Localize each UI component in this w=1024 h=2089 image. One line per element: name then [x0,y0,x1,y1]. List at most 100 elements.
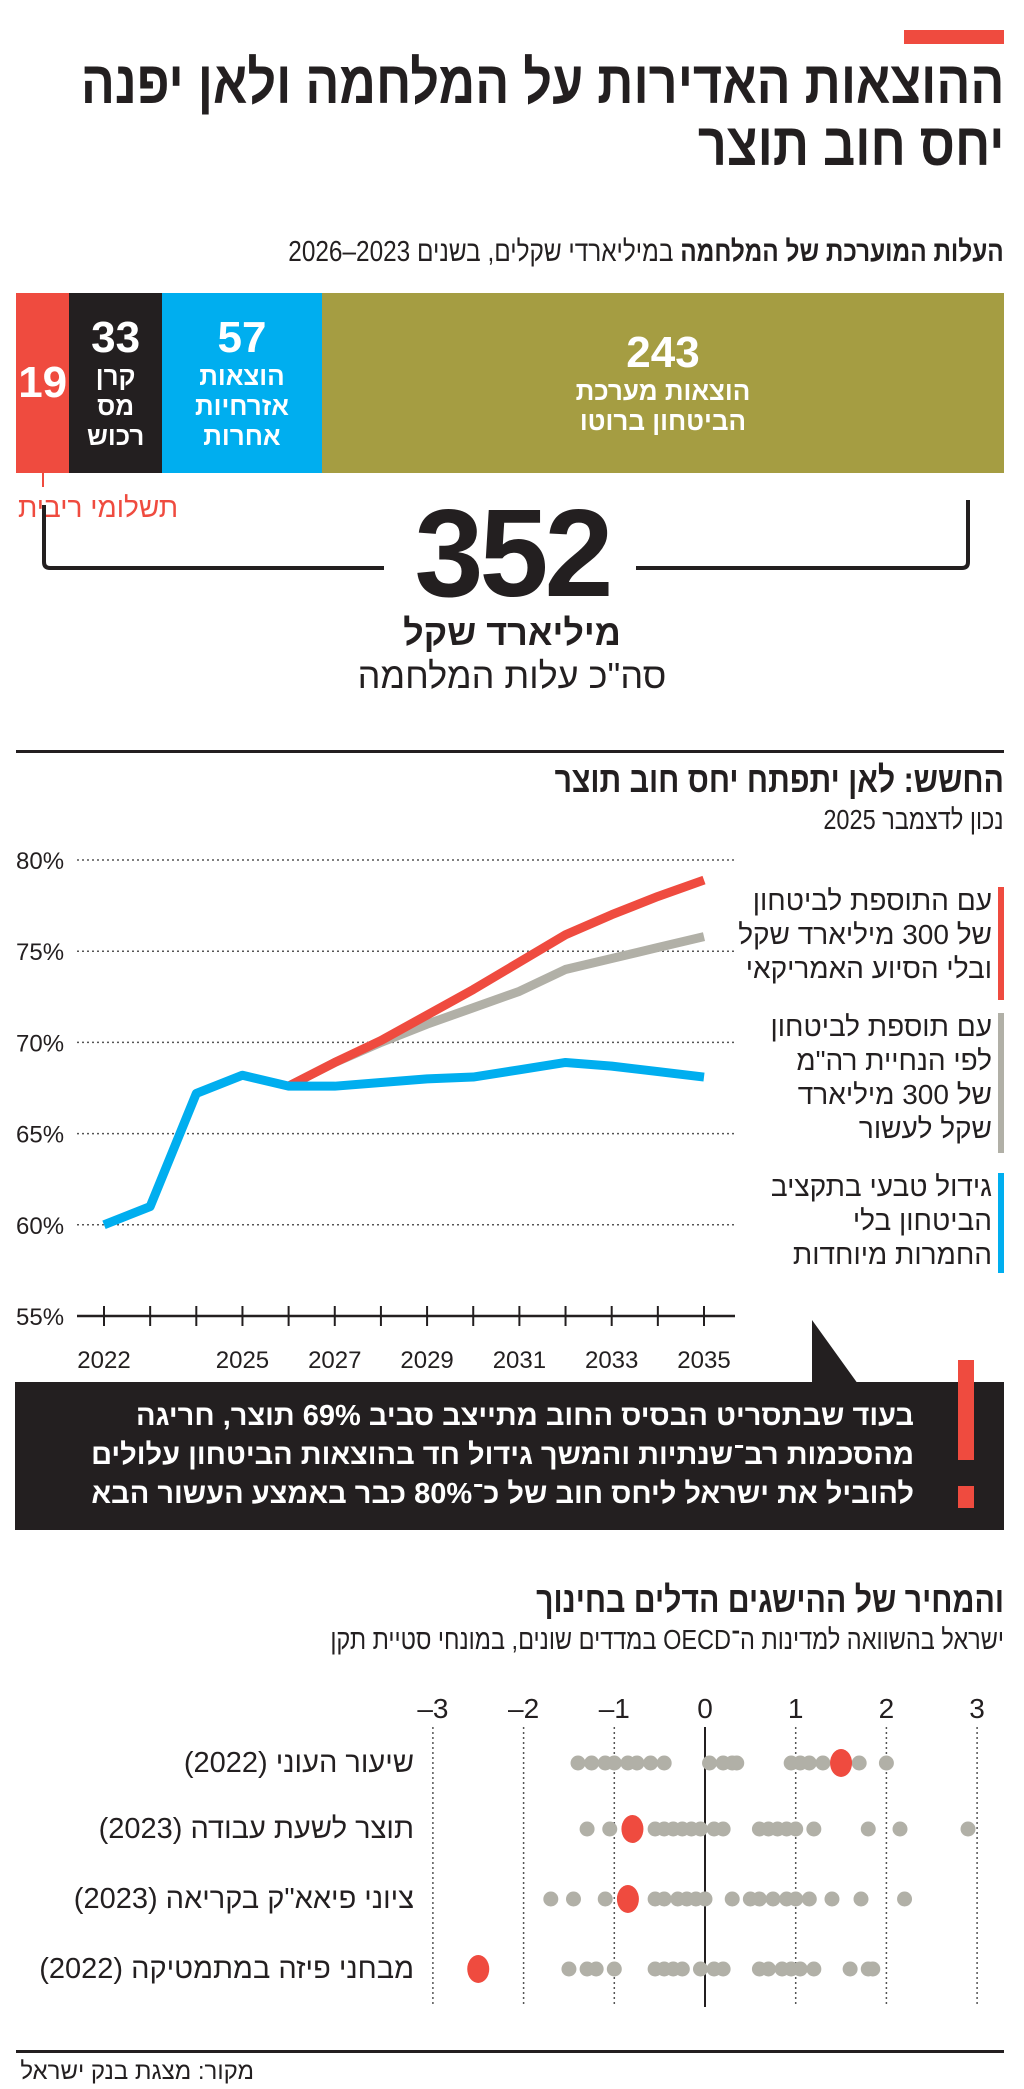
y-tick-label: 80% [16,848,64,875]
x-tick-label: 2031 [493,1347,546,1374]
legend-item-gray: עם תוספת לביטחון לפי הנחיית רה"מ של 300 … [770,1011,992,1144]
total-unit: מיליארד שקל [403,612,621,653]
x-tick-label: 1 [788,1693,804,1724]
israel-dot [830,1749,853,1777]
oecd-dot [606,1755,622,1771]
oecd-dot [765,1891,781,1907]
x-tick-label: 0 [697,1693,713,1724]
series-line-1 [286,932,706,1091]
oecd-dot [865,1961,881,1977]
segment-value: 243 [626,328,700,377]
legend-item-blue: גידול טבעי בתקציב הביטחון בלי החמרות מיו… [770,1171,992,1270]
callout-line: להוביל את ישראל ליחס חוב של כ־80% כבר בא… [91,1478,914,1510]
legend-swatch-blue [998,1173,1004,1273]
oecd-dot [656,1891,672,1907]
oecd-dot [715,1821,731,1837]
page-title: ההוצאות האדירות על המלחמה ולאן יפנה יחס … [0,52,1004,176]
callout-line: מהסכמות רב־שנתיות והמשך גידול חד בהוצאות… [91,1439,914,1471]
x-tick-label: 2035 [677,1347,730,1374]
y-tick-label: 60% [16,1213,64,1240]
oecd-dot [815,1755,831,1771]
oecd-dot [656,1755,672,1771]
exclamation-icon [958,1360,974,1460]
oecd-dot [629,1755,645,1771]
oecd-dot [788,1891,804,1907]
oecd-dot [606,1961,622,1977]
x-tick-label: 2027 [308,1347,361,1374]
oecd-dot [878,1755,894,1771]
segment-property-tax: 33 קרן מס רכוש [69,293,162,473]
callout-line: בעוד שבתסריט הבסיס החוב מתייצב סביב 69% … [135,1400,914,1432]
source-note: מקור: מצגת בנק ישראל [20,2058,254,2085]
title-line-2: יחס חוב תוצר [697,111,1004,178]
oecd-dot [724,1891,740,1907]
segment-label: הוצאות מערכת הביטחון ברוטו [575,376,751,436]
oecd-dot [715,1961,731,1977]
callout-pointer [812,1320,858,1384]
oecd-dot [806,1961,822,1977]
oecd-dot [692,1821,708,1837]
accent-bar [904,30,1004,44]
oecd-dot [561,1961,577,1977]
row-label: שיעור העוני (2022) [183,1747,414,1779]
oecd-dot [697,1891,713,1907]
callout-box [15,1382,1004,1530]
segment-value: 33 [91,313,141,362]
x-tick-label: –1 [599,1693,630,1724]
oecd-dot [806,1821,822,1837]
legend-swatch-gray [998,1013,1004,1153]
segment-label: קרן מס רכוש [86,361,145,451]
cost-stacked-bar: 243 הוצאות מערכת הביטחון ברוטו 57 הוצאות א… [16,293,1004,473]
cost-subtitle-bold: העלות המוערכת של המלחמה [680,236,1004,268]
oecd-dot [643,1755,659,1771]
title-line-1: ההוצאות האדירות על המלחמה ולאן יפנה [80,49,1004,116]
line-chart-title: החשש: לאן יתפתח יחס חוב תוצר [469,760,1004,800]
x-tick-label: 3 [969,1693,985,1724]
x-tick-label: 2022 [77,1347,130,1374]
line-chart-subtitle: נכון לדצמבר 2025 [789,804,1004,836]
oecd-dot [892,1821,908,1837]
israel-dot [467,1955,490,1983]
x-tick-label: –3 [417,1693,448,1724]
row-label: ציוני פיאא"ק בקריאה (2023) [73,1883,414,1915]
y-tick-label: 75% [16,939,64,966]
oecd-dot [788,1821,804,1837]
oecd-dot [751,1891,767,1907]
y-tick-label: 70% [16,1030,64,1057]
oecd-dot [584,1755,600,1771]
israel-dot [621,1815,644,1843]
legend-item-red: עם התוספת לביטחון של 300 מיליארד שקל ובל… [738,885,992,984]
segment-value: 57 [217,313,267,362]
oecd-dot [588,1961,604,1977]
callout-text: בעוד שבתסריט הבסיס החוב מתייצב סביב 69% … [91,1397,914,1514]
interest-tick [42,473,44,487]
x-tick-label: 2025 [216,1347,269,1374]
row-label: תוצר לשעת עבודה (2023) [98,1813,414,1845]
debt-line-chart: 80% 75% 70% 65% 60% 55% 2022 2025 2027 2029 2031 20… [16,848,735,1374]
oecd-dot [729,1755,745,1771]
segment-label: הוצאות אזרחיות אחרות [194,361,289,451]
oecd-dot [960,1821,976,1837]
oecd-dot [792,1961,808,1977]
oecd-dot [602,1821,618,1837]
oecd-dot [760,1961,776,1977]
dot-chart-title-text: והמחיר של ההישגים הדלים בחינוך [536,1579,1004,1620]
section-divider [16,750,1004,753]
cost-subtitle: העלות המוערכת של המלחמה במיליארדי שקלים,… [152,236,1004,269]
oecd-dot [851,1755,867,1771]
segment-value: 19 [18,358,68,407]
segment-interest: 19 [16,293,70,473]
x-tick-label: 2 [879,1693,895,1724]
legend-swatch-red [998,887,1004,1000]
y-tick-label: 65% [16,1122,64,1149]
footer-divider [16,2050,1004,2053]
oecd-dot [897,1891,913,1907]
total-bracket [42,500,970,570]
exclamation-dot [958,1486,974,1508]
line-chart-title-text: החשש: לאן יתפתח יחס חוב תוצר [554,759,1004,800]
oecd-dot [674,1961,690,1977]
oecd-dot [692,1961,708,1977]
oecd-dot [543,1891,559,1907]
cost-subtitle-rest: במיליארדי שקלים, בשנים 2023–2026 [288,236,681,268]
y-tick-label: 55% [16,1304,64,1331]
